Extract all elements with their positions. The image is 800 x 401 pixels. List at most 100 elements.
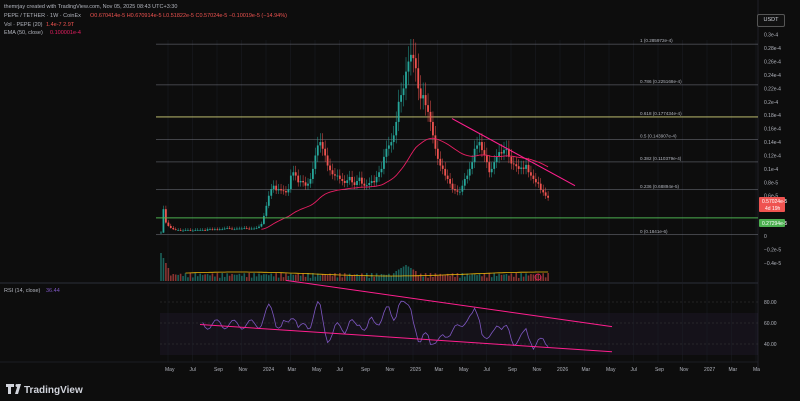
candle-body — [263, 215, 265, 224]
volume-bar — [297, 273, 299, 281]
candle-body — [547, 195, 549, 198]
candle-body — [439, 158, 442, 166]
candle-body — [466, 175, 469, 179]
candle-body — [471, 162, 474, 169]
candle-body — [199, 229, 202, 231]
candle-body — [542, 189, 545, 193]
candle-body — [422, 95, 425, 99]
candle-body — [397, 101, 400, 122]
volume-bar — [370, 273, 373, 281]
candle-body — [240, 228, 243, 230]
volume-bar — [419, 273, 422, 281]
y-tick-label: 0.8e-5 — [764, 180, 778, 186]
volume-bar — [542, 273, 544, 281]
candle-body — [326, 155, 329, 166]
candle-body — [167, 222, 170, 226]
x-tick-label: Nov — [386, 367, 395, 373]
ema-label: EMA (50, close) — [4, 30, 43, 36]
volume-bar — [412, 269, 415, 281]
rsi-line — [202, 300, 549, 351]
candle-body — [265, 205, 268, 216]
x-tick-label: Nov — [533, 367, 542, 373]
rsi-band — [160, 313, 758, 355]
x-tick-label: Sep — [508, 367, 517, 373]
x-tick-label: May — [165, 367, 175, 373]
candle-body — [419, 88, 422, 99]
y-tick-label: 0.22e-4 — [764, 86, 781, 92]
candle-body — [165, 209, 167, 223]
y-tick-label: 0.24e-4 — [764, 73, 781, 79]
tradingview-logo-dot — [15, 384, 19, 387]
volume-bar — [346, 276, 348, 281]
fib-level-label: 0 (0.1841e-6) — [640, 229, 668, 234]
candle-body — [231, 228, 233, 230]
x-tick-label: Sep — [214, 367, 223, 373]
drawings[interactable] — [156, 118, 758, 281]
x-tick-label: Mar — [729, 367, 738, 373]
y-tick-label: 0 — [764, 234, 767, 240]
candle-body — [316, 145, 319, 156]
volume-bar — [532, 274, 535, 281]
volume-bar — [177, 274, 179, 281]
volume-bar — [517, 277, 520, 281]
volume-bar — [187, 277, 189, 281]
x-tick-label: Mar — [582, 367, 591, 373]
fib-level-label: 0.236 (0.68894e-5) — [640, 184, 680, 189]
y-tick-label: 0.1e-4 — [764, 167, 778, 173]
fib-retracement[interactable]: 1 (0.285972e-4) 0.786 (0.225168e-4) 0.618 … — [156, 38, 758, 236]
candle-body — [211, 229, 214, 231]
volume-bar — [287, 275, 290, 281]
candle-body — [191, 230, 194, 232]
candle-body — [277, 189, 280, 191]
candle-body — [331, 170, 334, 175]
candle-body — [307, 183, 309, 186]
current-price-badge — [759, 197, 785, 212]
candle-body — [292, 172, 295, 176]
x-tick-label: Jul — [337, 367, 343, 373]
volume-bar — [204, 274, 206, 281]
candle-body — [314, 155, 317, 169]
candle-body — [255, 227, 258, 229]
descending-trendline — [451, 118, 576, 187]
x-tick-label: May — [459, 367, 469, 373]
volume-bar — [263, 274, 265, 281]
candle-body — [463, 178, 466, 186]
volume-bar — [471, 274, 473, 281]
volume-bar — [189, 273, 192, 281]
candle-body — [282, 190, 285, 192]
volume-bar — [498, 273, 500, 281]
volume-bar — [495, 275, 498, 281]
candle-body — [280, 189, 282, 191]
volume-bar — [380, 273, 383, 281]
volume-bar — [192, 277, 194, 281]
volume-bar — [429, 273, 432, 281]
volume-bar — [368, 277, 371, 281]
volume-bar — [172, 274, 175, 281]
volume-bar — [537, 273, 540, 281]
volume-bar — [486, 277, 488, 281]
tradingview-logo-icon — [6, 384, 21, 394]
volume-bar — [366, 273, 368, 281]
quote-currency-button[interactable]: USDT — [757, 14, 785, 27]
candle-body — [319, 142, 322, 146]
volume-ma-line — [185, 271, 549, 277]
support-price-text: 0.27294e-5 — [762, 221, 788, 227]
candle-body — [223, 228, 226, 230]
volume-bar — [329, 273, 331, 281]
ohlc-values: O0.670414e-5 H0.670914e-5 L0.51822e-5 C0… — [90, 13, 287, 19]
candle-body — [441, 165, 444, 169]
candle-body — [402, 88, 405, 96]
volume-bar — [170, 275, 172, 281]
volume-bar — [464, 276, 466, 281]
candle-body — [243, 227, 246, 229]
candle-body — [356, 180, 358, 186]
fib-level-label: 0.618 (0.177434e-4) — [640, 111, 682, 116]
volume-bar — [459, 277, 461, 281]
candle-body — [522, 167, 525, 169]
candle-body — [459, 191, 461, 193]
x-tick-label: Mar — [435, 367, 444, 373]
candle-body — [312, 168, 314, 179]
candle-body — [258, 226, 260, 228]
volume-bar — [392, 273, 395, 281]
